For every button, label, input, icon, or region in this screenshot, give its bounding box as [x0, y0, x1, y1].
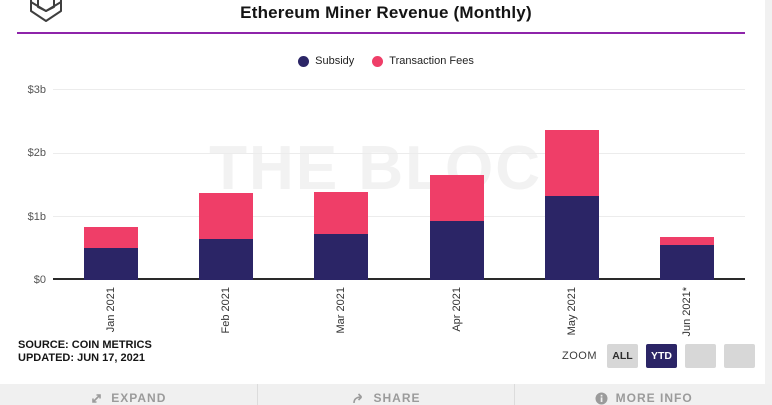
y-axis-tick: $2b: [27, 147, 46, 159]
gridline-2b: [53, 152, 745, 154]
zoom-all-button[interactable]: ALL: [607, 344, 638, 368]
transaction-fees-segment: [314, 192, 369, 235]
x-axis-label: Mar 2021: [335, 287, 348, 334]
bars-container: [53, 89, 745, 280]
subsidy-segment: [314, 234, 369, 280]
plot-area: [53, 89, 745, 280]
x-axis-label: Jun 2021*: [681, 287, 694, 337]
subsidy-segment: [429, 220, 484, 280]
more-info-button[interactable]: MORE INFO: [514, 384, 772, 405]
zoom-blank-button-2[interactable]: [724, 344, 755, 368]
bar-jun-2021-[interactable]: [660, 89, 715, 280]
bar-apr-2021[interactable]: [429, 89, 484, 280]
legend-label: Subsidy: [315, 55, 355, 67]
updated-line: UPDATED: JUN 17, 2021: [18, 352, 145, 364]
zoom-blank-button-1[interactable]: [685, 344, 716, 368]
subsidy-segment: [83, 248, 138, 280]
transaction-fees-segment: [429, 174, 484, 221]
x-axis-label: Apr 2021: [450, 287, 463, 332]
transaction-fees-segment: [198, 192, 253, 239]
bar-jan-2021[interactable]: [83, 89, 138, 280]
transaction-fees-segment: [83, 227, 138, 249]
legend-label: Transaction Fees: [389, 55, 474, 67]
chart-legend: Subsidy Transaction Fees: [0, 55, 772, 67]
source-line: SOURCE: COIN METRICS: [18, 339, 152, 351]
share-label: SHARE: [373, 391, 421, 405]
zoom-controls: ZOOM ALL YTD: [562, 344, 755, 368]
subsidy-segment: [544, 195, 599, 280]
x-axis-label: Feb 2021: [220, 287, 232, 334]
transaction-fees-segment: [660, 237, 715, 245]
share-icon: [352, 392, 366, 405]
x-axis-label: Jan 2021: [104, 287, 117, 333]
more-info-label: MORE INFO: [615, 391, 693, 405]
y-axis-tick: $1b: [27, 210, 46, 223]
transaction-fees-segment: [544, 130, 599, 196]
bar-feb-2021[interactable]: [198, 89, 253, 280]
subsidy-segment: [198, 238, 253, 280]
gridline-1b: [53, 216, 745, 218]
bar-may-2021[interactable]: [544, 89, 599, 280]
the-block-logo-icon: [27, 0, 65, 36]
transaction-fees-dot-icon: [372, 55, 384, 67]
page-title: Ethereum Miner Revenue (Monthly): [240, 3, 532, 22]
share-button[interactable]: SHARE: [256, 384, 515, 405]
bar-chart: THE BLOCK $3b $2b $1b $0 Jan 2021 Feb 202…: [0, 80, 765, 342]
right-gutter: [765, 0, 772, 405]
gridline-3b: [53, 89, 745, 90]
y-axis-tick: $3b: [27, 83, 46, 96]
watermark: THE BLOCK: [209, 134, 589, 203]
footer-toolbar: EXPAND SHARE MORE INFO: [0, 384, 772, 405]
y-axis-tick: $0: [33, 274, 46, 286]
zoom-ytd-button[interactable]: YTD: [646, 344, 677, 368]
bar-mar-2021[interactable]: [314, 89, 369, 280]
source-note: SOURCE: COIN METRICS UPDATED: JUN 17, 20…: [18, 339, 152, 365]
info-icon: [595, 392, 608, 405]
x-axis-label: May 2021: [566, 287, 578, 336]
subsidy-segment: [660, 244, 715, 280]
legend-item-subsidy: Subsidy: [298, 55, 354, 67]
x-axis-labels: Jan 2021 Feb 2021 Mar 2021 Apr 2021 May 2021…: [53, 287, 745, 342]
expand-button[interactable]: EXPAND: [0, 384, 257, 405]
expand-label: EXPAND: [111, 391, 167, 405]
zoom-label: ZOOM: [562, 350, 597, 362]
accent-divider: [17, 32, 745, 34]
legend-item-transaction-fees: Transaction Fees: [372, 55, 474, 67]
subsidy-dot-icon: [298, 55, 310, 67]
expand-icon: [90, 392, 103, 405]
